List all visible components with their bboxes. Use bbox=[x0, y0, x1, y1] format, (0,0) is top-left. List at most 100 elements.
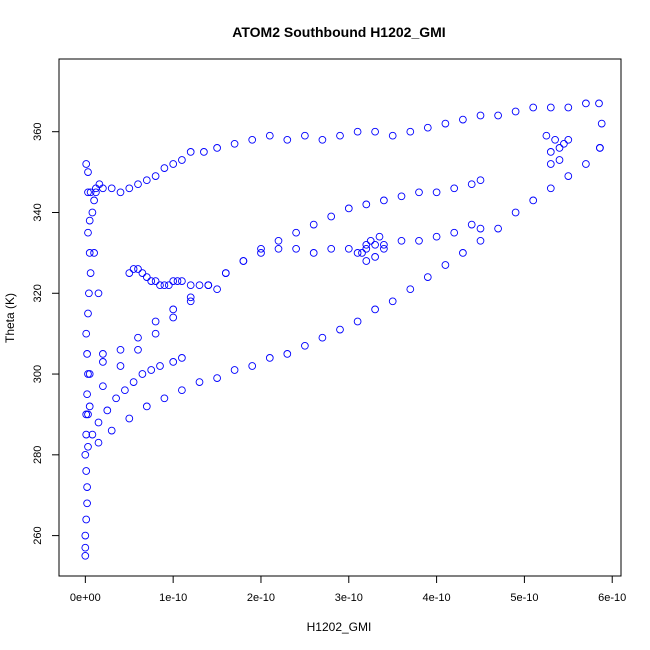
data-point bbox=[92, 184, 100, 193]
data-point bbox=[257, 244, 265, 253]
data-point bbox=[81, 450, 90, 459]
data-point bbox=[432, 232, 441, 241]
data-point bbox=[85, 370, 94, 378]
data-point bbox=[476, 176, 485, 185]
data-point bbox=[529, 103, 538, 112]
data-point bbox=[366, 236, 375, 245]
data-point bbox=[467, 220, 476, 229]
data-point bbox=[138, 269, 147, 277]
y-tick-label: 300 bbox=[32, 365, 44, 383]
data-point bbox=[511, 208, 520, 217]
data-point bbox=[178, 386, 186, 395]
data-point bbox=[362, 240, 371, 249]
data-point bbox=[397, 236, 406, 245]
data-point bbox=[86, 188, 95, 197]
y-tick-label: 280 bbox=[32, 446, 44, 464]
data-point bbox=[147, 277, 156, 285]
data-point bbox=[230, 366, 239, 374]
data-point bbox=[169, 358, 178, 366]
data-point bbox=[239, 257, 248, 265]
data-point bbox=[90, 249, 98, 257]
data-point bbox=[151, 277, 160, 285]
data-point bbox=[107, 426, 116, 435]
data-point bbox=[301, 341, 309, 350]
data-points bbox=[81, 99, 606, 560]
data-point bbox=[82, 467, 91, 475]
data-point bbox=[151, 317, 160, 326]
data-point bbox=[450, 184, 459, 193]
data-point bbox=[95, 180, 104, 189]
data-point bbox=[380, 240, 388, 249]
data-point bbox=[257, 249, 265, 257]
data-point bbox=[494, 111, 502, 120]
data-point bbox=[309, 249, 318, 257]
data-point bbox=[318, 135, 327, 144]
data-point bbox=[142, 402, 151, 411]
data-point bbox=[353, 127, 362, 136]
y-tick-label: 320 bbox=[32, 284, 44, 302]
data-point bbox=[546, 148, 555, 156]
data-point bbox=[94, 438, 103, 447]
data-point bbox=[459, 249, 467, 257]
data-point bbox=[546, 160, 555, 168]
data-point bbox=[248, 362, 257, 370]
data-point bbox=[186, 293, 195, 302]
data-point bbox=[441, 119, 450, 128]
data-point bbox=[371, 240, 379, 249]
data-point bbox=[83, 499, 91, 508]
data-point bbox=[178, 277, 186, 285]
data-point bbox=[90, 196, 98, 205]
x-tick-label: 3e-10 bbox=[335, 592, 363, 604]
data-point bbox=[94, 418, 103, 427]
data-point bbox=[423, 123, 432, 132]
data-point bbox=[371, 127, 379, 136]
data-point bbox=[283, 350, 292, 358]
data-point bbox=[134, 265, 142, 273]
data-point bbox=[301, 131, 309, 140]
data-point bbox=[160, 394, 169, 403]
data-point bbox=[121, 386, 129, 395]
data-point bbox=[560, 139, 568, 148]
data-point bbox=[362, 200, 371, 209]
data-point bbox=[221, 269, 230, 277]
data-point bbox=[406, 127, 415, 136]
data-point bbox=[142, 273, 151, 281]
data-point bbox=[204, 281, 213, 290]
data-point bbox=[476, 111, 485, 120]
plot-frame bbox=[58, 58, 622, 577]
data-point bbox=[169, 160, 178, 168]
data-point bbox=[230, 139, 239, 148]
data-point bbox=[82, 329, 91, 338]
data-point bbox=[388, 131, 397, 140]
data-point bbox=[195, 281, 204, 290]
data-point bbox=[406, 285, 415, 294]
data-point bbox=[178, 156, 186, 164]
data-point bbox=[388, 297, 397, 306]
data-point bbox=[292, 228, 300, 237]
data-point bbox=[86, 269, 95, 277]
data-point bbox=[84, 370, 92, 378]
data-point bbox=[173, 277, 182, 285]
data-point bbox=[156, 281, 164, 290]
y-tick-label: 260 bbox=[32, 526, 44, 544]
chart-title: ATOM2 Southbound H1202_GMI bbox=[232, 24, 445, 40]
data-point bbox=[441, 261, 450, 269]
x-tick-label: 5e-10 bbox=[510, 592, 538, 604]
data-point bbox=[265, 354, 274, 362]
data-point bbox=[138, 370, 147, 378]
data-point bbox=[160, 164, 169, 172]
series-2 bbox=[94, 144, 604, 447]
data-point bbox=[129, 378, 138, 386]
series-0 bbox=[81, 160, 107, 560]
data-point bbox=[200, 148, 208, 156]
data-point bbox=[84, 410, 92, 419]
data-point bbox=[186, 297, 195, 306]
data-point bbox=[99, 350, 107, 358]
data-point bbox=[318, 333, 327, 342]
data-point bbox=[83, 483, 91, 491]
data-point bbox=[353, 249, 362, 257]
data-point bbox=[380, 196, 388, 205]
data-point bbox=[134, 345, 142, 354]
data-point bbox=[99, 382, 107, 391]
data-point bbox=[494, 224, 502, 233]
